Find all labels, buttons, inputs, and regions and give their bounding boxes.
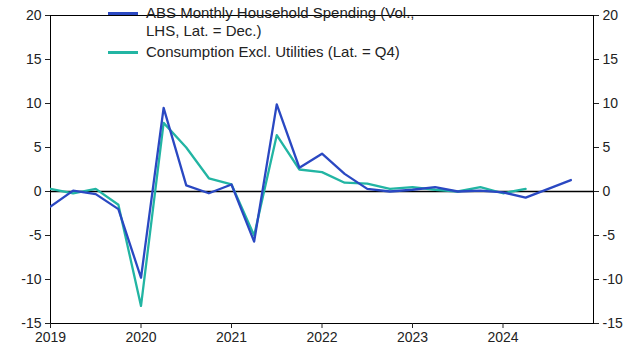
svg-text:20: 20 (26, 7, 42, 23)
svg-text:-5: -5 (603, 227, 616, 243)
svg-text:-10: -10 (603, 271, 623, 287)
svg-text:-15: -15 (603, 315, 623, 331)
svg-text:10: 10 (603, 95, 619, 111)
svg-text:10: 10 (26, 95, 42, 111)
svg-text:2024: 2024 (487, 329, 518, 345)
svg-text:2022: 2022 (306, 329, 337, 345)
svg-text:5: 5 (603, 139, 611, 155)
svg-text:-15: -15 (21, 315, 41, 331)
svg-text:0: 0 (34, 183, 42, 199)
html-text:ABS Monthly Household Spending: ABS Monthly Household Spending (Vol., LH… (146, 4, 415, 39)
svg-text:20: 20 (603, 7, 619, 23)
svg-text:-10: -10 (21, 271, 41, 287)
svg-text:2021: 2021 (216, 329, 247, 345)
html-text:Consumption Excl. Utilities (L: Consumption Excl. Utilities (Lat. = Q4) (146, 43, 400, 60)
svg-text:0: 0 (603, 183, 611, 199)
svg-text:2019: 2019 (35, 329, 66, 345)
svg-text:15: 15 (26, 51, 42, 67)
svg-text:-5: -5 (29, 227, 42, 243)
svg-text:2023: 2023 (397, 329, 428, 345)
svg-text:15: 15 (603, 51, 619, 67)
svg-text:5: 5 (34, 139, 42, 155)
svg-text:2020: 2020 (125, 329, 156, 345)
